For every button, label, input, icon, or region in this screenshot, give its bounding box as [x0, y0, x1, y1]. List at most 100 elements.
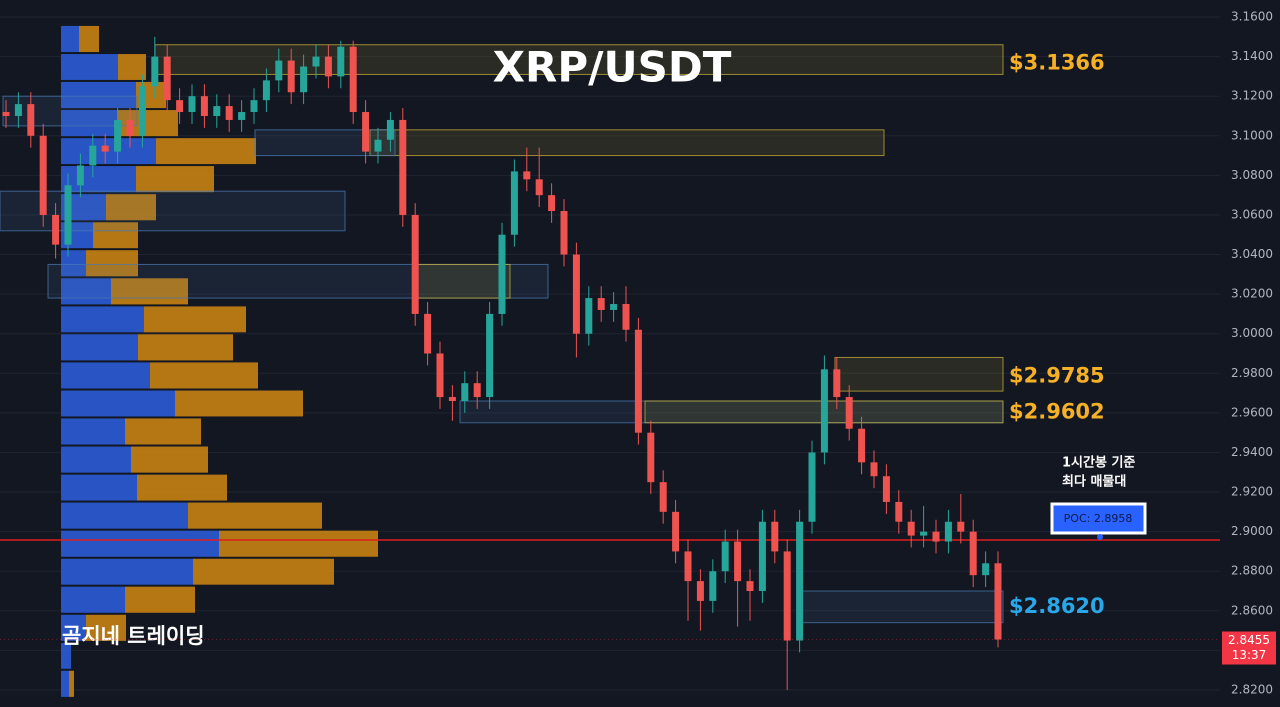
price-label: $2.9785: [1009, 363, 1105, 387]
candle-body: [225, 106, 233, 120]
candle-body: [151, 56, 159, 87]
y-tick-label: 2.9200: [1231, 485, 1273, 499]
candle-body: [510, 171, 518, 235]
candle-body: [424, 313, 432, 354]
poc-marker: [1097, 533, 1103, 540]
candle-body: [436, 353, 444, 398]
profile-buy: [61, 502, 188, 529]
candle-body: [721, 541, 729, 572]
price-label: $2.8620: [1009, 594, 1105, 618]
candle-body: [411, 214, 419, 314]
candle-body: [312, 56, 320, 67]
candle-body: [982, 563, 990, 576]
candle-body: [114, 119, 122, 152]
last-price-time: 13:37: [1232, 648, 1267, 662]
candle-body: [647, 432, 655, 483]
price-label: $3.1366: [1009, 50, 1105, 74]
candle-body: [200, 96, 208, 116]
zone: [47, 263, 549, 299]
last-price-box: [1222, 631, 1276, 665]
candle-body: [14, 104, 22, 116]
candle-body: [734, 541, 742, 582]
zone: [254, 129, 396, 157]
candle-body: [783, 551, 791, 641]
y-tick-label: 3.1000: [1231, 128, 1273, 142]
y-tick-label: 3.1200: [1231, 89, 1273, 103]
chart-title: XRP/USDT: [493, 43, 732, 92]
profile-sell: [106, 194, 156, 221]
profile-sell: [93, 222, 138, 249]
zone: [414, 263, 511, 299]
candle-body: [89, 145, 97, 166]
candle-body: [808, 452, 816, 522]
candle-body: [672, 511, 680, 552]
candle-body: [771, 521, 779, 552]
candle-body: [870, 462, 878, 477]
y-tick-label: 2.8200: [1231, 682, 1273, 696]
profile-sell: [79, 25, 99, 53]
annotation: 1시간봉 기준: [1062, 455, 1135, 471]
candle-body: [2, 112, 10, 116]
y-tick-label: 2.9600: [1231, 405, 1273, 419]
profile-sell: [175, 390, 303, 417]
zone: [834, 356, 1004, 392]
profile-sell: [136, 166, 214, 193]
candle-body: [39, 135, 47, 215]
candle-body: [585, 298, 593, 334]
candle-body: [944, 521, 952, 542]
profile-sell: [137, 474, 227, 501]
profile-sell: [111, 278, 188, 305]
candle-body: [213, 106, 221, 116]
candle-body: [349, 46, 357, 113]
profile-buy: [61, 250, 86, 277]
annotation: 최다 매물대: [1062, 474, 1126, 490]
candle-body: [858, 428, 866, 463]
profile-sell: [219, 530, 378, 557]
candle-body: [535, 179, 543, 196]
candle-body: [275, 60, 283, 81]
candle-body: [820, 369, 828, 453]
candle-body: [833, 369, 841, 398]
profile-sell: [193, 558, 334, 585]
candle-body: [238, 112, 246, 120]
candle-body: [994, 563, 1002, 640]
y-tick-label: 3.0800: [1231, 168, 1273, 182]
y-tick-label: 2.9800: [1231, 366, 1273, 380]
candle-body: [957, 521, 965, 532]
zone: [796, 590, 1004, 624]
candle-body: [920, 531, 928, 536]
y-tick-label: 3.1600: [1231, 10, 1273, 24]
candle-body: [337, 46, 345, 77]
price-label: $2.9602: [1009, 399, 1105, 423]
candle-body: [895, 501, 903, 522]
y-tick-label: 3.0400: [1231, 247, 1273, 261]
candle-body: [610, 304, 618, 310]
profile-sell: [156, 138, 256, 165]
y-tick-label: 3.0600: [1231, 207, 1273, 221]
candle-body: [362, 112, 370, 152]
y-tick-label: 2.9000: [1231, 524, 1273, 538]
candle-body: [287, 60, 295, 93]
candle-body: [796, 521, 804, 641]
candle-body: [52, 214, 60, 245]
candle-body: [709, 571, 717, 601]
candle-body: [101, 145, 109, 152]
profile-buy: [61, 25, 79, 53]
candle-body: [932, 531, 940, 542]
candle-body: [882, 476, 890, 502]
profile-buy: [61, 474, 137, 501]
candle-body: [845, 397, 853, 429]
candle-body: [684, 551, 692, 582]
profile-buy: [61, 670, 69, 697]
candle-body: [27, 104, 35, 136]
candle-body: [374, 139, 382, 152]
candle-body: [176, 100, 184, 113]
candle-body: [473, 383, 481, 398]
profile-sell: [144, 306, 246, 333]
y-tick-label: 3.0000: [1231, 326, 1273, 340]
profile-buy: [61, 446, 131, 473]
candle-body: [324, 56, 332, 77]
candle-body: [461, 383, 469, 402]
profile-sell: [188, 502, 322, 529]
